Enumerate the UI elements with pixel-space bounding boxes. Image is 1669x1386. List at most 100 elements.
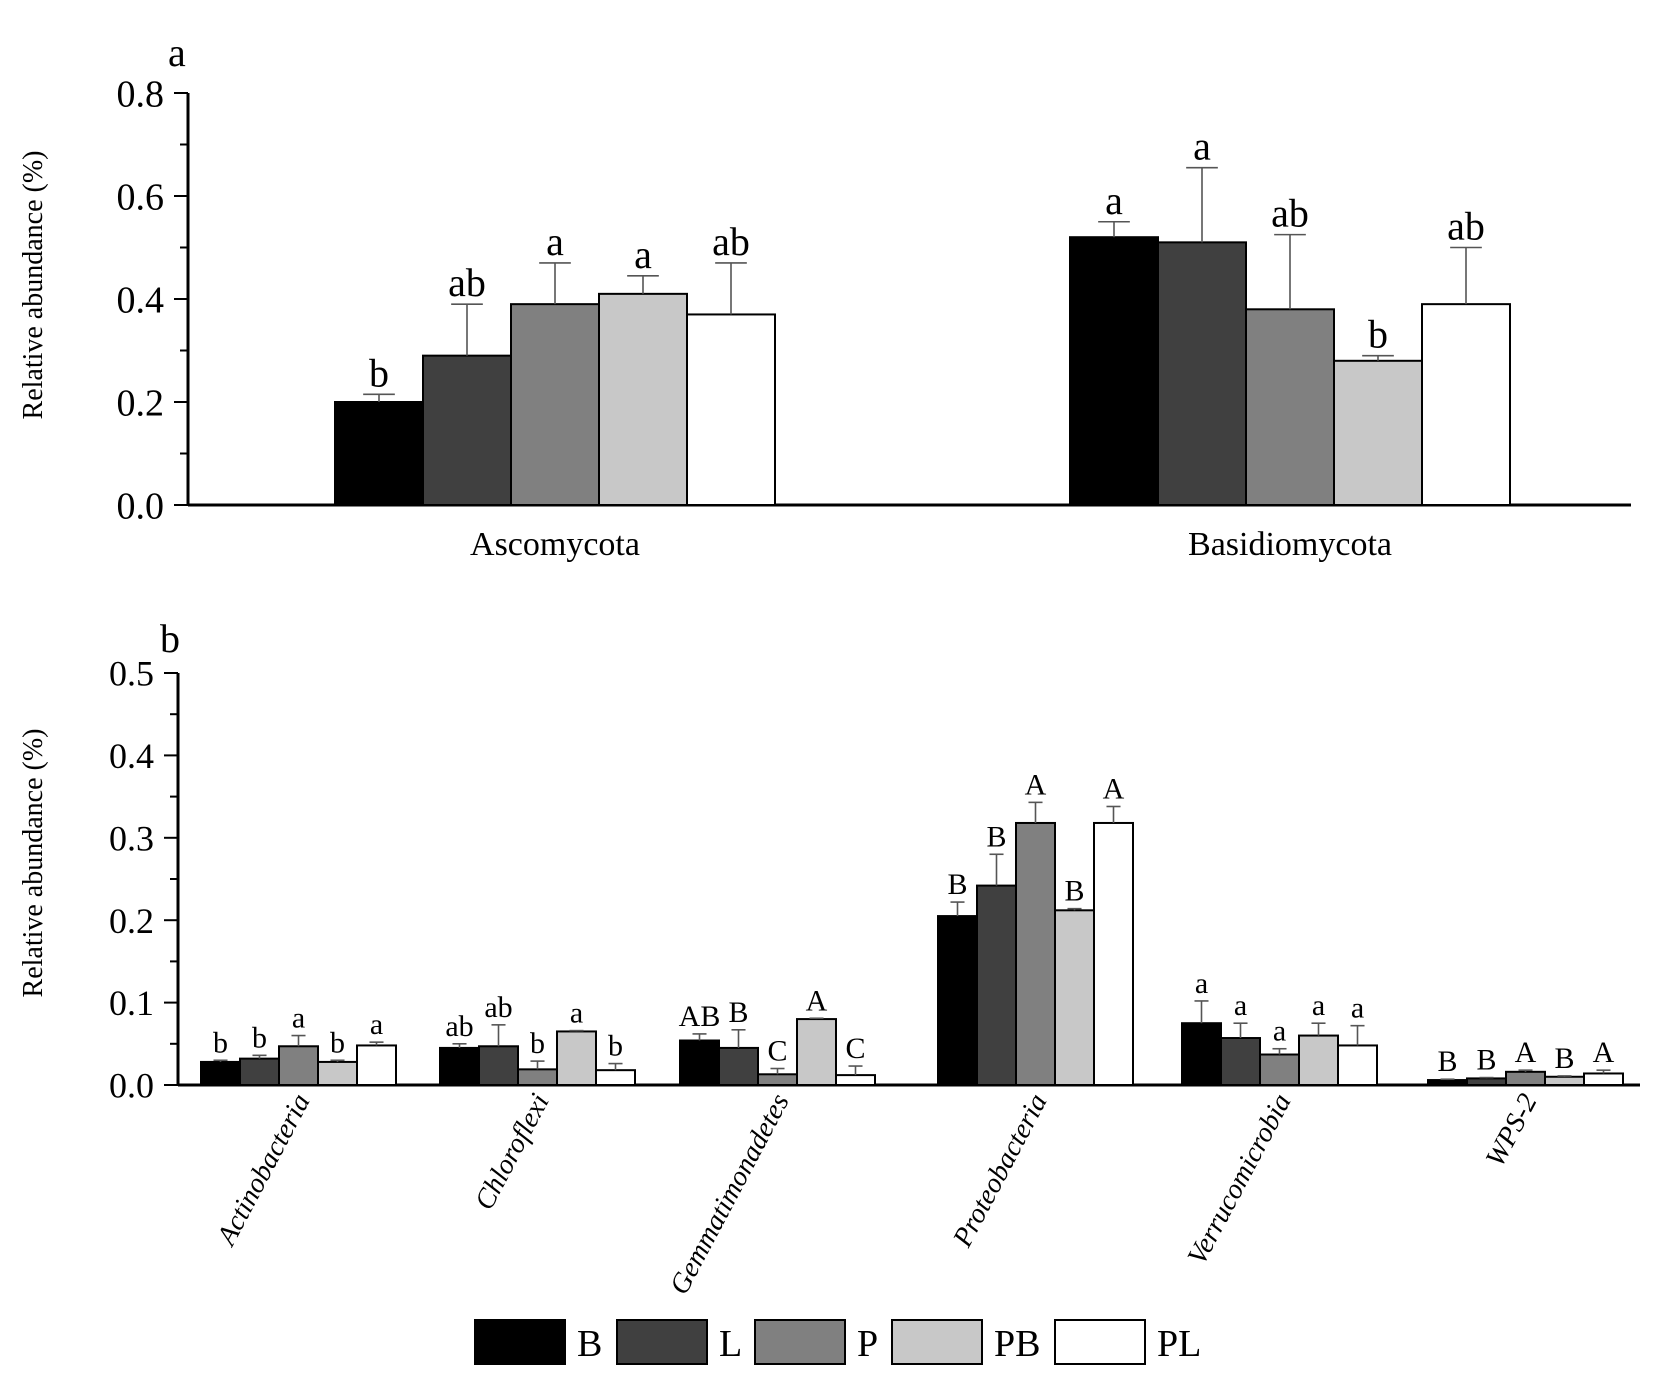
significance-letter: a (1105, 178, 1123, 223)
y-tick-label: 0.2 (117, 382, 165, 424)
panel-b-chart: b Relative abundance (%) 0.0 0.1 0.2 0.3 0.4… (18, 616, 1640, 1300)
y-tick-label: 0.6 (117, 176, 165, 218)
legend: B L P PB PL (474, 1319, 1201, 1365)
bar-b (679, 1039, 720, 1087)
legend-swatch-l (616, 1319, 708, 1365)
bar-l (1157, 241, 1247, 506)
significance-letter: b (252, 1021, 267, 1054)
panel-b-y-axis-title: Relative abundance (%) (18, 729, 49, 998)
significance-letter: B (947, 868, 967, 901)
bar-b (200, 1060, 241, 1086)
bar-b (439, 1046, 480, 1087)
legend-label-p: P (857, 1323, 878, 1365)
panel-a-bars: b ab a a ab a a ab b ab (334, 124, 1511, 507)
category-label: Proteobacteria (947, 1089, 1054, 1253)
bar-l (422, 354, 512, 506)
bar-pl (1093, 821, 1134, 1087)
category-label: WPS-2 (1480, 1089, 1544, 1172)
panel-a-chart: a Relative abundance (%) 0.0 0.2 0.4 0.6 0.8… (18, 30, 1631, 563)
bar-pb (598, 292, 688, 506)
category-label: Actinobacteria (210, 1089, 316, 1252)
bar-b (1427, 1079, 1468, 1087)
legend-swatch-pb (891, 1319, 983, 1365)
significance-letter: a (370, 1008, 383, 1041)
y-tick-label: 0.0 (117, 485, 165, 527)
significance-letter: A (1103, 772, 1125, 805)
y-tick-label: 0.8 (117, 73, 165, 115)
significance-letter: B (728, 996, 748, 1029)
bar-l (976, 884, 1017, 1086)
bar-pl (686, 313, 776, 507)
y-tick-label: 0.3 (109, 818, 154, 858)
y-tick-label: 0.4 (117, 279, 165, 321)
bar-b (1069, 236, 1159, 506)
bar-pb (1544, 1075, 1585, 1087)
legend-label-pb: PB (994, 1323, 1040, 1365)
significance-letter: ab (448, 260, 486, 305)
significance-letter: a (634, 232, 652, 277)
significance-letter: a (1312, 989, 1325, 1022)
bar-pl (595, 1069, 636, 1086)
y-tick-label: 0.2 (109, 901, 154, 941)
bar-pl (356, 1044, 397, 1086)
significance-letter: a (546, 219, 564, 264)
category-label: Ascomycota (470, 526, 640, 563)
significance-letter: a (1193, 124, 1211, 169)
significance-letter: a (1195, 967, 1208, 1000)
significance-letter: AB (679, 1000, 721, 1033)
bar-pb (1333, 359, 1423, 506)
bar-p (1259, 1053, 1300, 1086)
category-label: Chloroflexi (469, 1089, 556, 1215)
significance-letter: a (570, 997, 583, 1030)
y-tick-label: 0.1 (109, 983, 154, 1023)
significance-letter: A (1515, 1036, 1537, 1069)
bar-l (718, 1046, 759, 1087)
category-label: Basidiomycota (1188, 526, 1392, 563)
bar-p (517, 1068, 558, 1086)
significance-letter: B (1554, 1042, 1574, 1075)
legend-label-b: B (577, 1323, 602, 1365)
bar-p (757, 1073, 798, 1086)
significance-letter: B (1064, 875, 1084, 908)
significance-letter: b (608, 1030, 623, 1063)
panel-b-axes: 0.0 0.1 0.2 0.3 0.4 0.5 Actinobacteria Chlorofl… (109, 654, 1640, 1300)
category-label: Verrucomicrobia (1182, 1089, 1298, 1270)
bar-pb (796, 1018, 837, 1087)
bar-pb (1054, 909, 1095, 1087)
bar-b (334, 401, 424, 506)
significance-letter: B (1437, 1045, 1457, 1078)
category-label: Gemmatimonadetes (664, 1089, 796, 1300)
bar-b (1181, 1022, 1222, 1087)
y-tick-label: 0.0 (109, 1066, 154, 1106)
significance-letter: ab (484, 991, 512, 1024)
significance-letter: b (330, 1026, 345, 1059)
panel-a-label: a (168, 30, 186, 75)
bar-l (478, 1045, 519, 1086)
y-tick-label: 0.5 (109, 654, 154, 694)
significance-letter: a (1234, 989, 1247, 1022)
significance-letter: B (986, 820, 1006, 853)
significance-letter: ab (1447, 204, 1485, 249)
significance-letter: ab (712, 219, 750, 264)
bar-pl (1583, 1072, 1624, 1086)
bar-p (510, 303, 600, 506)
bar-l (1220, 1037, 1261, 1086)
legend-swatch-pl (1054, 1319, 1146, 1365)
bar-p (1015, 821, 1056, 1087)
bar-p (1505, 1070, 1546, 1087)
panel-b-label: b (160, 616, 180, 661)
y-tick-label: 0.4 (109, 736, 154, 776)
significance-letter: B (1476, 1044, 1496, 1077)
significance-letter: ab (445, 1010, 473, 1043)
legend-swatch-b (474, 1319, 566, 1365)
legend-label-l: L (719, 1323, 742, 1365)
bar-pl (1421, 303, 1511, 506)
significance-letter: b (1368, 312, 1388, 357)
bar-b (937, 915, 978, 1087)
significance-letter: C (767, 1035, 787, 1068)
significance-letter: C (845, 1032, 865, 1065)
significance-letter: a (1351, 992, 1364, 1025)
significance-letter: b (213, 1026, 228, 1059)
